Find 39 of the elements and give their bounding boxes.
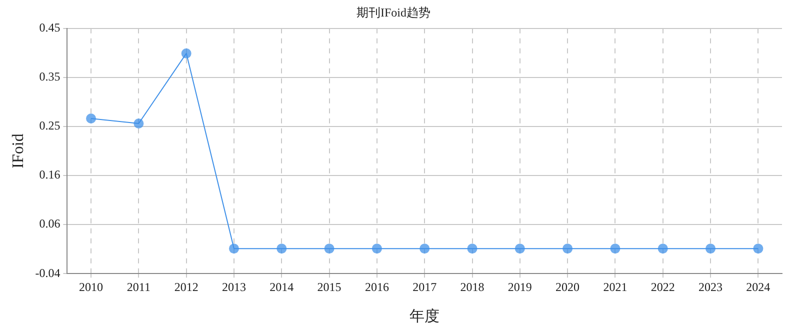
point [276,244,287,254]
x-tick-label: 2016 [364,280,389,294]
point [134,118,144,128]
point [228,244,239,254]
point [610,244,620,254]
x-tick-label: 2010 [79,280,104,294]
x-tick-label: 2019 [508,280,532,294]
x-tick-label: 2023 [698,280,723,294]
point [324,244,334,254]
point [372,244,382,254]
point [706,244,716,254]
x-tick-label: 2020 [556,280,580,294]
x-tick-label: 2018 [460,280,484,294]
point [514,244,525,254]
chart-title: 期刊IFoid趋势 [356,5,431,20]
x-tick-label: 2022 [650,280,675,294]
point [562,244,573,254]
x-tick-label: 2024 [746,280,770,294]
x-tick-label: 2014 [270,280,294,294]
y-axis-title: IFoid [10,134,27,168]
x-tick-label: 2011 [126,280,150,294]
point [181,48,192,58]
x-tick-label: 2017 [412,280,437,294]
x-tick-label: 2013 [222,280,246,294]
x-tick-label: 2012 [174,280,198,294]
x-tick-label: 2015 [317,280,342,294]
point [467,244,478,254]
y-tick-label: 0.45 [39,20,60,35]
x-axis-title: 年度 [410,308,440,325]
y-tick-label: 0.06 [39,216,60,231]
point [753,244,764,254]
y-tick-label: 0.16 [39,168,60,182]
x-tick-label: 2021 [603,280,628,294]
point [420,244,430,254]
y-tick-label: 0.35 [39,70,60,84]
y-tick-label: -0.04 [35,266,60,280]
point [86,113,96,124]
point [658,244,668,254]
y-tick-label: 0.25 [39,118,60,133]
